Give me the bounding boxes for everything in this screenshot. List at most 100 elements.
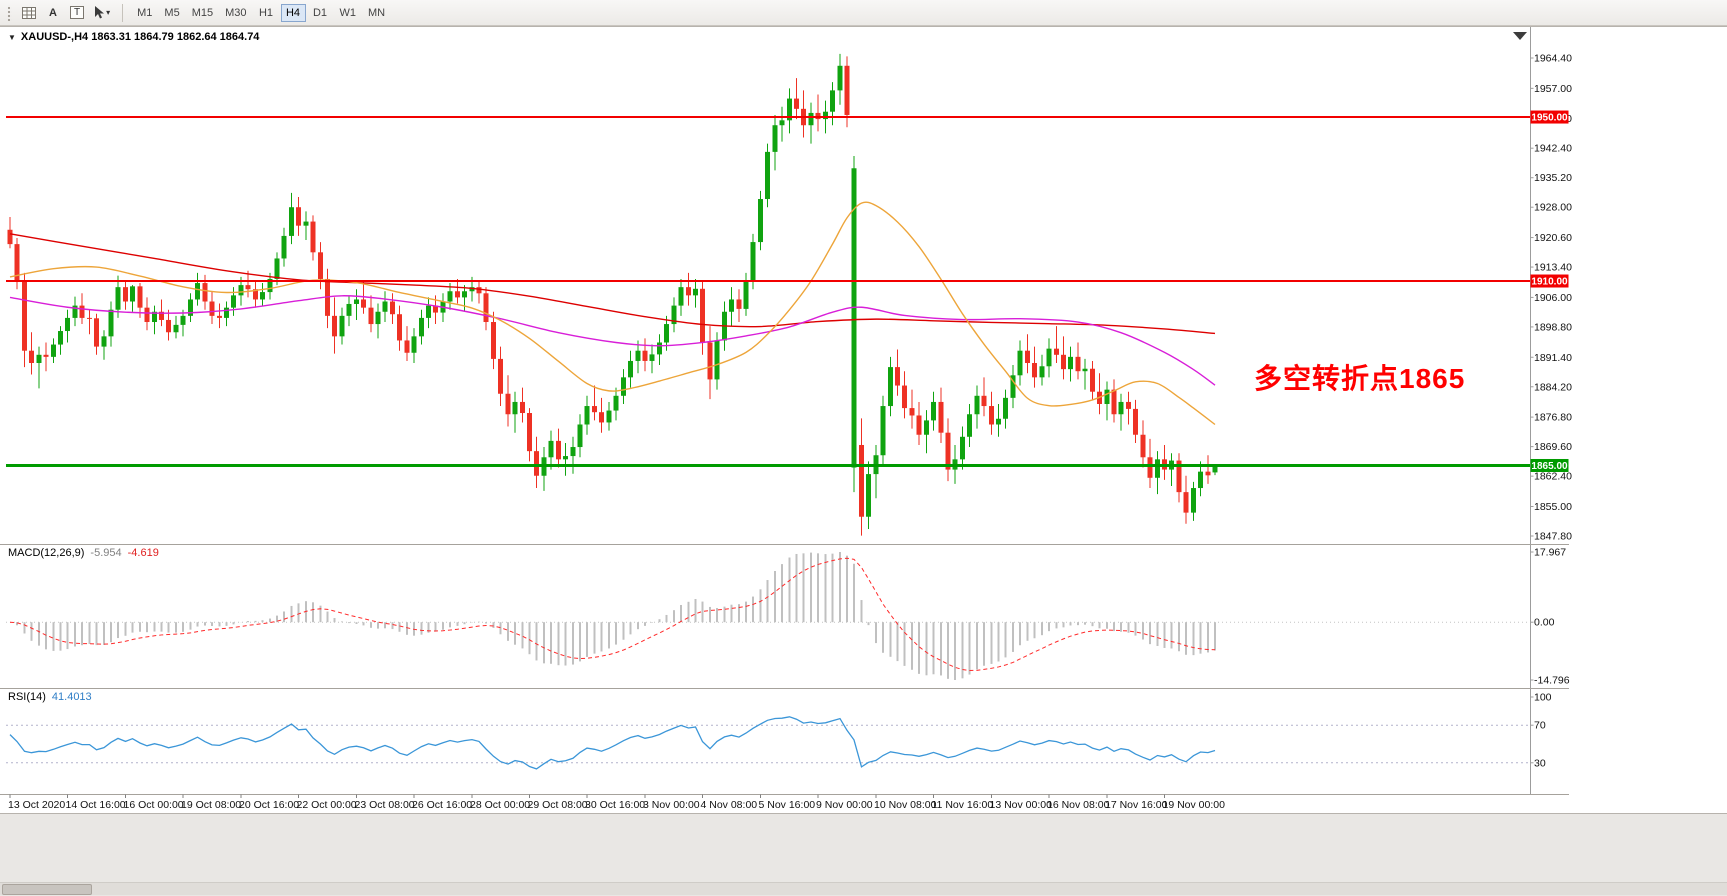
rsi-tick-label: 70 — [1534, 720, 1546, 732]
date-tick-label: 4 Nov 08:00 — [701, 799, 758, 811]
dropdown-caret-icon: ▾ — [106, 8, 111, 17]
price-tick-label: 1869.60 — [1534, 441, 1572, 453]
chart-shift-marker-icon[interactable] — [1513, 32, 1527, 40]
svg-text:1865.00: 1865.00 — [1531, 461, 1568, 472]
ma-mid-magenta-line[interactable] — [9, 295, 1216, 386]
price-level-badge: 1950.00 — [1530, 110, 1569, 124]
price-tick-label: 1935.20 — [1534, 172, 1572, 184]
timeframe-button-w1[interactable]: W1 — [335, 4, 362, 22]
date-tick-label: 30 Oct 16:00 — [585, 799, 645, 811]
bottom-area — [0, 813, 1727, 896]
toolbar-grip-handle[interactable] — [7, 4, 12, 21]
horizontal-scrollbar-track[interactable] — [0, 882, 1727, 895]
macd-label: MACD(12,26,9) — [8, 547, 85, 559]
date-tick-label: 16 Nov 08:00 — [1047, 799, 1110, 811]
price-tick-label: 1913.40 — [1534, 262, 1572, 274]
date-tick-label: 16 Oct 00:00 — [124, 799, 184, 811]
date-tick-label: 22 Oct 00:00 — [297, 799, 357, 811]
date-tick-label: 28 Oct 00:00 — [470, 799, 530, 811]
price-tick-label: 1891.40 — [1534, 352, 1572, 364]
price-axis: 1964.401957.001949.601942.401935.201928.… — [1530, 53, 1572, 543]
date-tick-label: 11 Nov 16:00 — [932, 799, 994, 811]
text-label-tool-button[interactable]: A — [42, 3, 64, 23]
date-tick-label: 3 Nov 00:00 — [643, 799, 700, 811]
date-tick-label: 20 Oct 16:00 — [239, 799, 299, 811]
letter-t-icon: T — [70, 6, 85, 19]
price-tick-label: 1906.00 — [1534, 292, 1572, 304]
date-tick-label: 29 Oct 08:00 — [528, 799, 588, 811]
macd-tick-label: 17.967 — [1534, 547, 1566, 559]
timeframe-button-h4[interactable]: H4 — [280, 3, 306, 22]
timeframe-button-group: M1 M5 M15 M30 H1 H4 D1 W1 MN — [131, 3, 391, 22]
date-tick-label: 19 Oct 08:00 — [181, 799, 241, 811]
chart-window[interactable]: 1964.401957.001949.601942.401935.201928.… — [0, 26, 1727, 813]
price-level-badge: 1910.00 — [1530, 274, 1569, 288]
chart-text-annotation[interactable]: 多空转折点1865 — [1254, 363, 1466, 394]
price-tick-label: 1920.60 — [1534, 232, 1572, 244]
macd-tick-label: -14.796 — [1534, 675, 1570, 687]
date-tick-label: 19 Nov 00:00 — [1163, 799, 1226, 811]
grid-tool-button[interactable] — [18, 3, 40, 23]
date-tick-label: 10 Nov 08:00 — [874, 799, 937, 811]
price-tick-label: 1957.00 — [1534, 83, 1572, 95]
date-tick-label: 13 Oct 2020 — [8, 799, 65, 811]
macd-tick-label: 0.00 — [1534, 617, 1555, 629]
date-tick-label: 13 Nov 00:00 — [990, 799, 1053, 811]
price-tick-label: 1847.80 — [1534, 531, 1572, 543]
grid-icon — [22, 6, 36, 19]
svg-text:1910.00: 1910.00 — [1531, 277, 1568, 288]
price-tick-label: 1964.40 — [1534, 53, 1572, 65]
ma-fast-orange-line[interactable] — [9, 201, 1216, 426]
macd-signal-value: -4.619 — [127, 547, 159, 559]
cursor-tool-button[interactable]: ▾ — [90, 3, 114, 23]
candlestick-series[interactable] — [7, 53, 1218, 536]
date-tick-label: 9 Nov 00:00 — [816, 799, 873, 811]
rsi-tick-label: 100 — [1534, 692, 1552, 704]
svg-text:1950.00: 1950.00 — [1531, 113, 1568, 124]
ma-slow-red-line[interactable] — [9, 233, 1216, 335]
timeframe-button-m1[interactable]: M1 — [132, 4, 157, 22]
rsi-pane-label: RSI(14) 41.4013 — [8, 691, 92, 703]
date-tick-label: 14 Oct 16:00 — [66, 799, 126, 811]
timeframe-button-h1[interactable]: H1 — [254, 4, 279, 22]
macd-axis: 17.967 0.00 -14.796 — [1530, 547, 1570, 687]
timeframe-button-m5[interactable]: M5 — [159, 4, 184, 22]
price-tick-label: 1884.20 — [1534, 381, 1572, 393]
macd-signal-line — [9, 557, 1216, 672]
timeframe-button-mn[interactable]: MN — [363, 4, 390, 22]
date-tick-label: 23 Oct 08:00 — [355, 799, 415, 811]
chart-title: ▼ XAUUSD-,H4 1863.31 1864.79 1862.64 186… — [8, 31, 259, 43]
chart-canvas[interactable]: 1964.401957.001949.601942.401935.201928.… — [0, 27, 1727, 814]
rsi-axis: 100 70 30 — [1530, 692, 1552, 769]
price-tick-label: 1898.80 — [1534, 321, 1572, 333]
macd-pane-label: MACD(12,26,9) -5.954 -4.619 — [8, 547, 159, 559]
date-tick-label: 17 Nov 16:00 — [1105, 799, 1168, 811]
chart-title-text: XAUUSD-,H4 1863.31 1864.79 1862.64 1864.… — [20, 31, 260, 43]
rsi-value: 41.4013 — [51, 691, 92, 703]
price-level-badge: 1865.00 — [1530, 458, 1569, 472]
timeframe-button-m15[interactable]: M15 — [187, 4, 218, 22]
letter-a-icon: A — [49, 6, 57, 19]
timeframe-button-d1[interactable]: D1 — [308, 4, 333, 22]
top-toolbar: A T ▾ M1 M5 M15 M30 H1 H4 D1 W1 MN — [0, 0, 1727, 26]
macd-main-value: -5.954 — [90, 547, 122, 559]
date-tick-label: 26 Oct 16:00 — [412, 799, 472, 811]
rsi-line — [9, 716, 1216, 770]
toolbar-separator — [122, 3, 124, 22]
price-tick-label: 1942.40 — [1534, 143, 1572, 155]
cursor-icon — [95, 6, 105, 19]
horizontal-scrollbar-handle[interactable] — [2, 884, 92, 895]
date-tick-label: 5 Nov 16:00 — [759, 799, 816, 811]
price-tick-label: 1862.40 — [1534, 471, 1572, 483]
timeframe-button-m30[interactable]: M30 — [220, 4, 251, 22]
price-tick-label: 1855.00 — [1534, 501, 1572, 513]
rsi-label: RSI(14) — [8, 691, 46, 703]
macd-histogram — [16, 552, 1216, 680]
price-tick-label: 1876.80 — [1534, 412, 1572, 424]
text-frame-tool-button[interactable]: T — [66, 3, 88, 23]
rsi-tick-label: 30 — [1534, 757, 1546, 769]
title-marker-icon: ▼ — [8, 32, 16, 42]
price-tick-label: 1928.00 — [1534, 202, 1572, 214]
